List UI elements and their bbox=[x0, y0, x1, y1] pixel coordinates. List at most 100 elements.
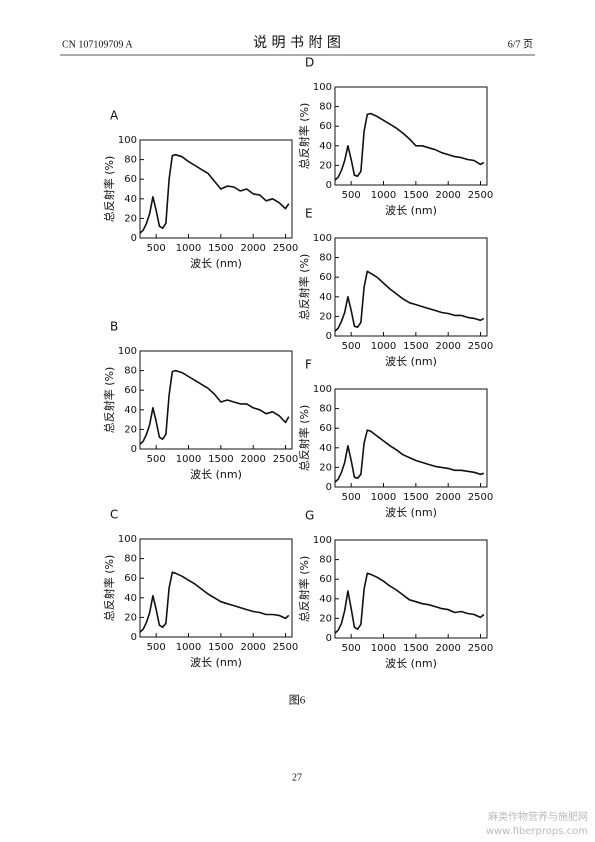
x-tick-label: 1000 bbox=[371, 492, 396, 503]
y-tick-label: 80 bbox=[319, 102, 332, 113]
panel-label: C bbox=[110, 508, 118, 522]
x-axis-label: 波长 (nm) bbox=[385, 204, 437, 217]
y-axis-label: 总反射率 (%) bbox=[297, 556, 311, 623]
y-tick-label: 0 bbox=[326, 633, 332, 644]
x-tick-label: 1000 bbox=[371, 341, 396, 352]
x-tick-label: 1000 bbox=[371, 643, 396, 654]
x-axis-label: 波长 (nm) bbox=[385, 657, 437, 670]
x-tick-label: 1000 bbox=[176, 243, 201, 254]
x-tick-label: 2500 bbox=[468, 643, 493, 654]
x-axis-label: 波长 (nm) bbox=[190, 656, 242, 669]
plot-frame bbox=[139, 350, 293, 450]
y-tick-label: 20 bbox=[124, 213, 137, 224]
y-tick-label: 40 bbox=[124, 194, 137, 205]
spectrum-line bbox=[139, 571, 290, 633]
panel-label: F bbox=[305, 358, 312, 372]
y-tick-label: 0 bbox=[131, 233, 137, 244]
spectrum-line bbox=[334, 112, 485, 181]
x-tick-label: 2500 bbox=[273, 642, 298, 653]
y-tick-label: 100 bbox=[313, 384, 332, 395]
y-tick-label: 60 bbox=[319, 423, 332, 434]
y-tick-label: 20 bbox=[319, 160, 332, 171]
spectrum-line bbox=[334, 429, 485, 483]
y-tick-label: 40 bbox=[319, 292, 332, 303]
x-tick-label: 2500 bbox=[468, 341, 493, 352]
x-tick-label: 2500 bbox=[273, 243, 298, 254]
x-tick-label: 1500 bbox=[208, 243, 233, 254]
x-tick-label: 2500 bbox=[468, 492, 493, 503]
page-heading: 说 明 书 附 图 bbox=[253, 35, 341, 51]
plot-frame bbox=[334, 237, 488, 337]
y-tick-label: 100 bbox=[313, 535, 332, 546]
y-tick-label: 60 bbox=[124, 385, 137, 396]
y-tick-label: 40 bbox=[124, 593, 137, 604]
plot-frame bbox=[334, 86, 488, 186]
y-tick-label: 20 bbox=[124, 612, 137, 623]
x-tick-label: 1500 bbox=[208, 642, 233, 653]
x-tick-label: 2000 bbox=[435, 492, 460, 503]
watermark: 麻类作物营养与施肥网 bbox=[488, 810, 588, 823]
plot-frame bbox=[139, 139, 293, 239]
watermark-url: www.fiberprops.com bbox=[486, 826, 588, 837]
spectrum-line bbox=[334, 270, 485, 332]
spectrum-line bbox=[139, 369, 290, 445]
x-tick-label: 500 bbox=[342, 643, 361, 654]
y-tick-label: 20 bbox=[319, 613, 332, 624]
y-tick-label: 0 bbox=[131, 444, 137, 455]
y-axis-label: 总反射率 (%) bbox=[102, 555, 116, 622]
x-axis-label: 波长 (nm) bbox=[385, 506, 437, 519]
plot-frame bbox=[139, 538, 293, 638]
publication-number: CN 107109709 A bbox=[62, 39, 133, 50]
y-tick-label: 0 bbox=[326, 331, 332, 342]
panel-label: G bbox=[305, 509, 314, 523]
y-axis-label: 总反射率 (%) bbox=[297, 254, 311, 321]
x-tick-label: 1500 bbox=[403, 643, 428, 654]
spectrum-line bbox=[334, 572, 485, 634]
x-tick-label: 1500 bbox=[403, 341, 428, 352]
y-tick-label: 0 bbox=[326, 482, 332, 493]
y-tick-label: 60 bbox=[319, 272, 332, 283]
y-axis-label: 总反射率 (%) bbox=[102, 367, 116, 434]
y-tick-label: 20 bbox=[124, 424, 137, 435]
y-tick-label: 40 bbox=[319, 443, 332, 454]
panel-label: A bbox=[110, 109, 119, 123]
page-number: 27 bbox=[292, 772, 302, 783]
x-tick-label: 1000 bbox=[176, 454, 201, 465]
y-tick-label: 60 bbox=[124, 573, 137, 584]
x-tick-label: 2000 bbox=[435, 341, 460, 352]
x-tick-label: 2000 bbox=[240, 454, 265, 465]
panel-label: D bbox=[305, 56, 314, 70]
x-tick-label: 500 bbox=[147, 454, 166, 465]
x-tick-label: 500 bbox=[342, 341, 361, 352]
y-tick-label: 40 bbox=[319, 594, 332, 605]
x-tick-label: 500 bbox=[147, 243, 166, 254]
y-tick-label: 100 bbox=[313, 233, 332, 244]
y-tick-label: 60 bbox=[319, 574, 332, 585]
y-tick-label: 80 bbox=[124, 366, 137, 377]
x-axis-label: 波长 (nm) bbox=[385, 355, 437, 368]
y-tick-label: 100 bbox=[313, 82, 332, 93]
y-tick-label: 80 bbox=[124, 554, 137, 565]
x-tick-label: 1000 bbox=[371, 190, 396, 201]
x-tick-label: 1500 bbox=[403, 492, 428, 503]
x-tick-label: 500 bbox=[147, 642, 166, 653]
spectrum-line bbox=[139, 153, 290, 234]
x-tick-label: 2000 bbox=[435, 643, 460, 654]
x-tick-label: 2500 bbox=[468, 190, 493, 201]
y-tick-label: 100 bbox=[118, 534, 137, 545]
panel-label: B bbox=[110, 320, 118, 334]
figure-caption: 图6 bbox=[289, 694, 306, 707]
plot-frame bbox=[334, 539, 488, 639]
y-tick-label: 40 bbox=[319, 141, 332, 152]
y-tick-label: 100 bbox=[118, 346, 137, 357]
y-axis-label: 总反射率 (%) bbox=[297, 405, 311, 472]
y-tick-label: 80 bbox=[124, 155, 137, 166]
x-tick-label: 1500 bbox=[208, 454, 233, 465]
panel-label: E bbox=[305, 207, 313, 221]
y-tick-label: 80 bbox=[319, 253, 332, 264]
y-tick-label: 100 bbox=[118, 135, 137, 146]
y-tick-label: 80 bbox=[319, 555, 332, 566]
x-tick-label: 500 bbox=[342, 190, 361, 201]
y-tick-label: 0 bbox=[326, 180, 332, 191]
y-tick-label: 60 bbox=[124, 174, 137, 185]
